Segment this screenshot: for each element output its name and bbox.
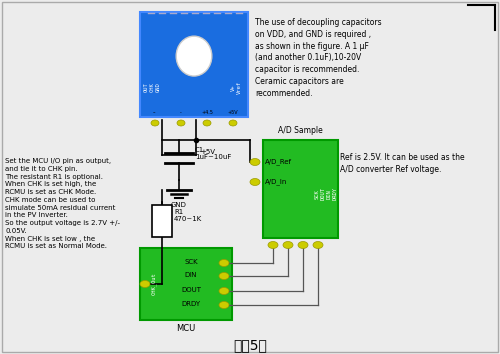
Ellipse shape <box>229 120 237 126</box>
Bar <box>263 140 338 238</box>
Text: Set the MCU I/O pin as output,
and tie it to CHK pin.
The resistant R1 is option: Set the MCU I/O pin as output, and tie i… <box>5 158 120 249</box>
Ellipse shape <box>219 302 229 308</box>
Text: 图（5）: 图（5） <box>233 338 267 352</box>
Text: +5V: +5V <box>228 110 238 115</box>
Bar <box>140 12 248 117</box>
Text: C1
1uF~10uF: C1 1uF~10uF <box>195 147 232 160</box>
Text: CHK_Out: CHK_Out <box>151 273 157 295</box>
Text: -: - <box>180 110 182 115</box>
Text: DRDY: DRDY <box>182 301 201 307</box>
Text: A/D Sample: A/D Sample <box>278 126 322 135</box>
Text: DIN: DIN <box>185 272 197 278</box>
Ellipse shape <box>298 241 308 249</box>
Text: GND: GND <box>171 202 187 208</box>
Text: --: -- <box>153 110 157 115</box>
Bar <box>140 248 232 320</box>
Ellipse shape <box>219 273 229 280</box>
Text: The use of decoupling capacitors
on VDD, and GND is required ,
as shown in the f: The use of decoupling capacitors on VDD,… <box>255 18 382 98</box>
Text: A/D_In: A/D_In <box>265 178 287 185</box>
Text: +5V: +5V <box>200 149 215 155</box>
Ellipse shape <box>203 120 211 126</box>
Text: V+
Vref: V+ Vref <box>230 81 241 94</box>
Ellipse shape <box>176 36 212 76</box>
Ellipse shape <box>250 159 260 166</box>
Ellipse shape <box>313 241 323 249</box>
Ellipse shape <box>219 287 229 295</box>
Text: MCU: MCU <box>176 324 196 333</box>
Ellipse shape <box>219 259 229 267</box>
Text: R1
470~1K: R1 470~1K <box>174 209 202 222</box>
Text: A/D_Ref: A/D_Ref <box>265 158 292 165</box>
Text: +4.5: +4.5 <box>201 110 213 115</box>
Ellipse shape <box>283 241 293 249</box>
Text: OUT
CHK
GND: OUT CHK GND <box>144 83 160 92</box>
Text: DOUT: DOUT <box>181 287 201 293</box>
Text: SCK: SCK <box>184 259 198 265</box>
Ellipse shape <box>151 120 159 126</box>
Text: Ref is 2.5V. It can be used as the
A/D converter Ref voltage.: Ref is 2.5V. It can be used as the A/D c… <box>340 153 464 174</box>
Text: SCK
DOUT
DIN
DRDY: SCK DOUT DIN DRDY <box>315 187 337 200</box>
Ellipse shape <box>140 280 150 287</box>
Bar <box>152 205 172 237</box>
Ellipse shape <box>268 241 278 249</box>
Ellipse shape <box>250 178 260 185</box>
Ellipse shape <box>177 120 185 126</box>
